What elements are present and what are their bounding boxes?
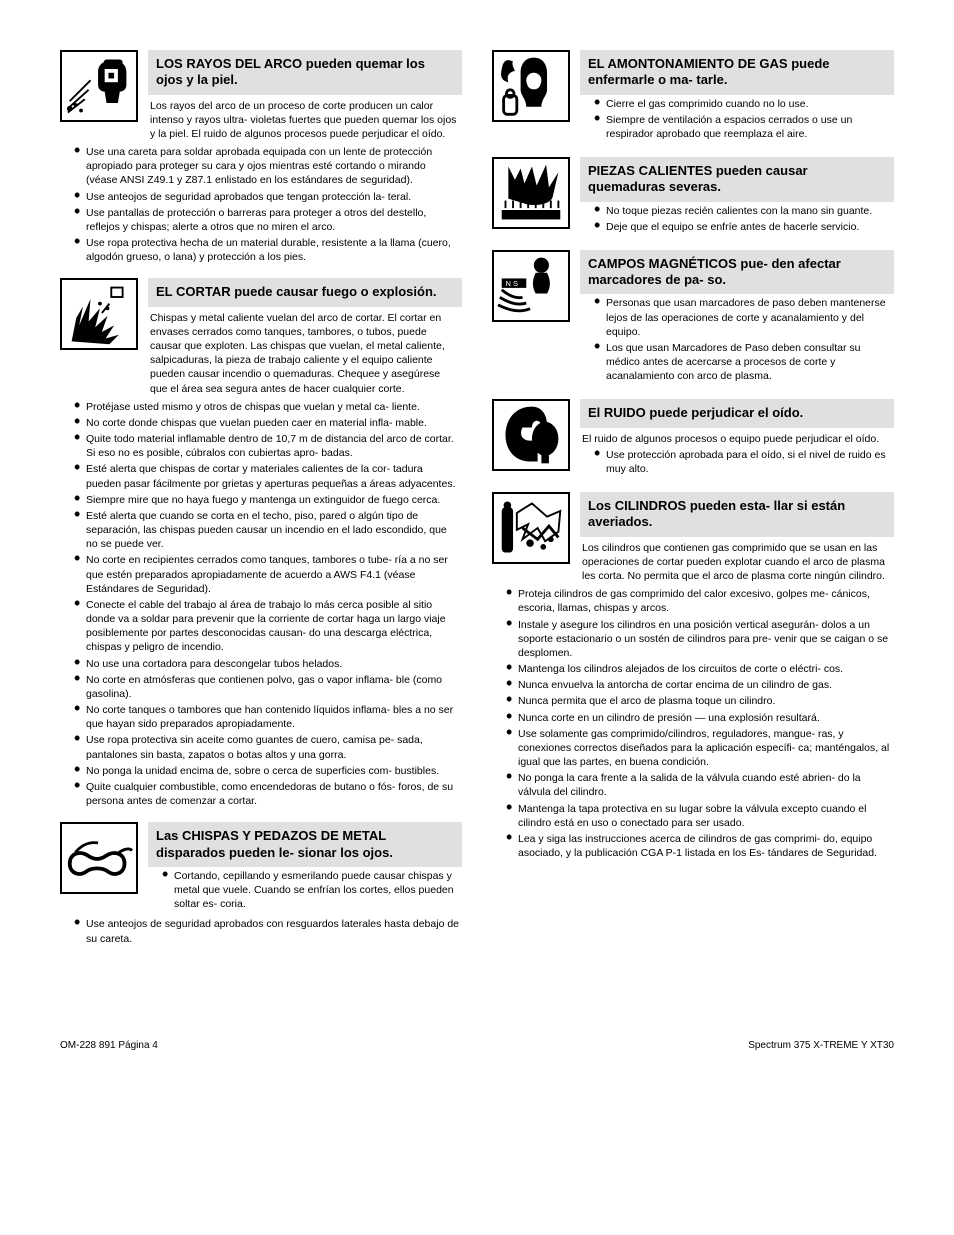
bullet-item: Mantenga los cilindros alejados de los c… [506, 662, 892, 676]
section-cylinders: Los CILINDROS pueden esta- llar si están… [492, 492, 894, 860]
bullet-item: Use pantallas de protección o barreras p… [74, 206, 460, 234]
bullet-list: Use una careta para soldar aprobada equi… [60, 145, 462, 264]
magnetic-icon: N S [492, 250, 570, 322]
section-subtext: Los rayos del arco de un proceso de cort… [148, 95, 462, 142]
bullet-item: Cortando, cepillando y esmerilando puede… [162, 869, 460, 912]
inline-bullet-list: Cierre el gas comprimido cuando no lo us… [580, 97, 894, 142]
bullet-item: Instale y asegure los cilindros en una p… [506, 618, 892, 661]
section-head-text: El RUIDO puede perjudicar el oído.El rui… [580, 399, 894, 478]
two-column-layout: LOS RAYOS DEL ARCO pueden quemar los ojo… [60, 50, 894, 960]
section-title: CAMPOS MAGNÉTICOS pue- den afectar marca… [580, 250, 894, 295]
section-header: PIEZAS CALIENTES pueden causar quemadura… [492, 157, 894, 236]
section-header: Los CILINDROS pueden esta- llar si están… [492, 492, 894, 583]
bullet-item: No toque piezas recién calientes con la … [594, 204, 892, 218]
inline-bullet-list: Use protección aprobada para el oído, si… [580, 448, 894, 476]
section-title: PIEZAS CALIENTES pueden causar quemadura… [580, 157, 894, 202]
explosion-icon [60, 278, 138, 350]
bullet-item: Conecte el cable del trabajo al área de … [74, 598, 460, 655]
bullet-item: Siempre de ventilación a espacios cerrad… [594, 113, 892, 141]
section-subtext: Chispas y metal caliente vuelan del arco… [148, 307, 462, 396]
bullet-item: No corte donde chispas que vuelan pueden… [74, 416, 460, 430]
section-hot_parts: PIEZAS CALIENTES pueden causar quemadura… [492, 157, 894, 236]
bullet-item: Cierre el gas comprimido cuando no lo us… [594, 97, 892, 111]
page: LOS RAYOS DEL ARCO pueden quemar los ojo… [0, 0, 954, 1091]
ear-icon [492, 399, 570, 471]
section-header: EL AMONTONAMIENTO DE GAS puede enfermarl… [492, 50, 894, 143]
bullet-item: Use anteojos de seguridad aprobados que … [74, 190, 460, 204]
footer-left: OM-228 891 Página 4 [60, 1040, 158, 1051]
section-title: El RUIDO puede perjudicar el oído. [580, 399, 894, 427]
section-head-text: EL AMONTONAMIENTO DE GAS puede enfermarl… [580, 50, 894, 143]
hot_hand-icon [492, 157, 570, 229]
bullet-item: Esté alerta que chispas de cortar y mate… [74, 462, 460, 490]
section-header: LOS RAYOS DEL ARCO pueden quemar los ojo… [60, 50, 462, 141]
bullet-item: Quite cualquier combustible, como encend… [74, 780, 460, 808]
bullet-item: Protéjase usted mismo y otros de chispas… [74, 400, 460, 414]
bullet-item: Quite todo material inflamable dentro de… [74, 432, 460, 460]
inline-bullet-list: No toque piezas recién calientes con la … [580, 204, 894, 234]
section-title: EL AMONTONAMIENTO DE GAS puede enfermarl… [580, 50, 894, 95]
bullet-item: No use una cortadora para descongelar tu… [74, 657, 460, 671]
bullet-item: Personas que usan marcadores de paso deb… [594, 296, 892, 339]
bullet-item: Mantenga la tapa protectiva en su lugar … [506, 802, 892, 830]
section-magnetic: N S CAMPOS MAGNÉTICOS pue- den afectar ma… [492, 250, 894, 386]
bullet-item: Nunca corte en un cilindro de presión — … [506, 711, 892, 725]
section-title: Las CHISPAS Y PEDAZOS DE METAL disparado… [148, 822, 462, 867]
bullet-item: Use ropa protectiva hecha de un material… [74, 236, 460, 264]
section-head-text: CAMPOS MAGNÉTICOS pue- den afectar marca… [580, 250, 894, 386]
section-arc_rays: LOS RAYOS DEL ARCO pueden quemar los ojo… [60, 50, 462, 264]
bullet-item: Esté alerta que cuando se corta en el te… [74, 509, 460, 552]
section-title: Los CILINDROS pueden esta- llar si están… [580, 492, 894, 537]
inline-bullet-list: Personas que usan marcadores de paso deb… [580, 296, 894, 383]
section-header: EL CORTAR puede causar fuego o explosión… [60, 278, 462, 395]
svg-text:N S: N S [506, 279, 519, 288]
bullet-list: Protéjase usted mismo y otros de chispas… [60, 400, 462, 809]
section-head-text: PIEZAS CALIENTES pueden causar quemadura… [580, 157, 894, 236]
bullet-list: Proteja cilindros de gas comprimido del … [492, 587, 894, 860]
section-header: El RUIDO puede perjudicar el oído.El rui… [492, 399, 894, 478]
section-title: EL CORTAR puede causar fuego o explosión… [148, 278, 462, 306]
bullet-item: Los que usan Marcadores de Paso deben co… [594, 341, 892, 384]
left-column: LOS RAYOS DEL ARCO pueden quemar los ojo… [60, 50, 462, 960]
bullet-item: Use protección aprobada para el oído, si… [594, 448, 892, 476]
section-head-text: LOS RAYOS DEL ARCO pueden quemar los ojo… [148, 50, 462, 141]
cylinder-icon [492, 492, 570, 564]
section-head-text: Los CILINDROS pueden esta- llar si están… [580, 492, 894, 583]
bullet-item: Deje que el equipo se enfríe antes de ha… [594, 220, 892, 234]
bullet-item: Proteja cilindros de gas comprimido del … [506, 587, 892, 615]
section-noise: El RUIDO puede perjudicar el oído.El rui… [492, 399, 894, 478]
section-subtext: Los cilindros que contienen gas comprimi… [580, 537, 894, 584]
bullet-list: Use anteojos de seguridad aprobados con … [60, 917, 462, 945]
bullet-item: Use ropa protectiva sin aceite como guan… [74, 733, 460, 761]
bullet-item: Use solamente gas comprimido/cilindros, … [506, 727, 892, 770]
bullet-item: No corte tanques o tambores que han cont… [74, 703, 460, 731]
section-sparks_eyes: Las CHISPAS Y PEDAZOS DE METAL disparado… [60, 822, 462, 945]
right-column: EL AMONTONAMIENTO DE GAS puede enfermarl… [492, 50, 894, 960]
goggles-icon [60, 822, 138, 894]
bullet-item: Nunca envuelva la antorcha de cortar enc… [506, 678, 892, 692]
section-head-text: EL CORTAR puede causar fuego o explosión… [148, 278, 462, 395]
arc_rays-icon [60, 50, 138, 122]
bullet-item: Siempre mire que no haya fuego y manteng… [74, 493, 460, 507]
bullet-item: No corte en recipientes cerrados como ta… [74, 553, 460, 596]
footer-right: Spectrum 375 X-TREME Y XT30 [748, 1040, 894, 1051]
section-header: N S CAMPOS MAGNÉTICOS pue- den afectar ma… [492, 250, 894, 386]
section-cutting_fire: EL CORTAR puede causar fuego o explosión… [60, 278, 462, 808]
bullet-item: Use anteojos de seguridad aprobados con … [74, 917, 460, 945]
section-gas_buildup: EL AMONTONAMIENTO DE GAS puede enfermarl… [492, 50, 894, 143]
section-title: LOS RAYOS DEL ARCO pueden quemar los ojo… [148, 50, 462, 95]
bullet-item: Lea y siga las instrucciones acerca de c… [506, 832, 892, 860]
bullet-item: No ponga la unidad encima de, sobre o ce… [74, 764, 460, 778]
section-header: Las CHISPAS Y PEDAZOS DE METAL disparado… [60, 822, 462, 913]
bullet-item: No ponga la cara frente a la salida de l… [506, 771, 892, 799]
page-footer: OM-228 891 Página 4 Spectrum 375 X-TREME… [60, 1040, 894, 1051]
inline-bullet-list: Cortando, cepillando y esmerilando puede… [148, 869, 462, 912]
bullet-item: Use una careta para soldar aprobada equi… [74, 145, 460, 188]
section-subtext: El ruido de algunos procesos o equipo pu… [580, 428, 894, 446]
section-head-text: Las CHISPAS Y PEDAZOS DE METAL disparado… [148, 822, 462, 913]
bullet-item: Nunca permita que el arco de plasma toqu… [506, 694, 892, 708]
bullet-item: No corte en atmósferas que contienen pol… [74, 673, 460, 701]
gas-icon [492, 50, 570, 122]
